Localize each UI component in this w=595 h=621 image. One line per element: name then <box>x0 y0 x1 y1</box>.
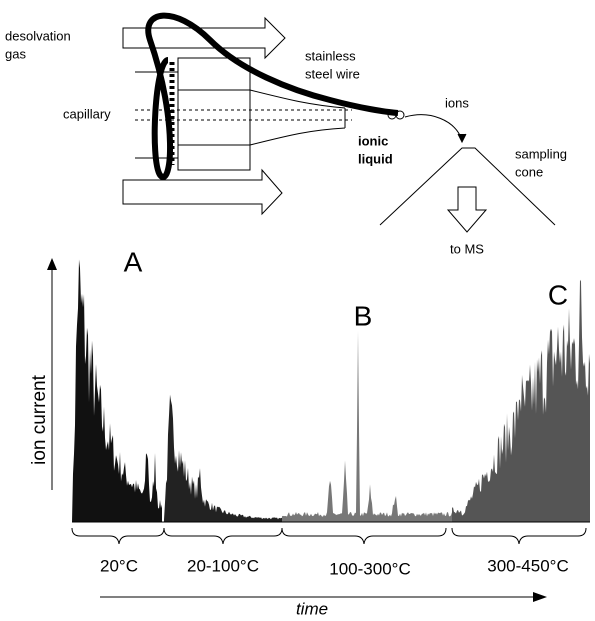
x-axis-label: time <box>296 599 328 618</box>
segment-label: 20°C <box>100 556 138 575</box>
sampling-cone <box>379 147 556 226</box>
label: capillary <box>63 106 111 121</box>
label: desolvation <box>5 28 71 43</box>
segment-label: 300-450°C <box>487 556 568 575</box>
label: stainless <box>305 48 356 63</box>
segment-label: 100-300°C <box>329 559 410 578</box>
label: cone <box>515 164 543 179</box>
peak-label: B <box>354 300 373 331</box>
trace <box>72 259 590 522</box>
peak-label: A <box>124 246 143 277</box>
trace-region <box>452 279 590 522</box>
ms-arrow <box>446 186 488 233</box>
peak-label: C <box>548 279 568 310</box>
trace-region <box>72 259 162 522</box>
label: gas <box>5 46 26 61</box>
ion-source <box>122 12 556 233</box>
label: to MS <box>450 241 484 256</box>
capillary-body <box>177 57 251 171</box>
ion-path <box>404 114 463 141</box>
braces <box>71 527 587 545</box>
label: liquid <box>358 151 393 166</box>
wire <box>145 12 399 180</box>
trace-region <box>282 330 452 522</box>
label: ions <box>445 95 469 110</box>
y-axis-label: ion current <box>29 374 50 464</box>
trace-region <box>164 394 282 522</box>
label: sampling <box>515 146 567 161</box>
label: steel wire <box>305 66 360 81</box>
gas-arrow <box>122 168 283 216</box>
segment-label: 20-100°C <box>187 556 259 575</box>
label: ionic <box>358 133 388 148</box>
